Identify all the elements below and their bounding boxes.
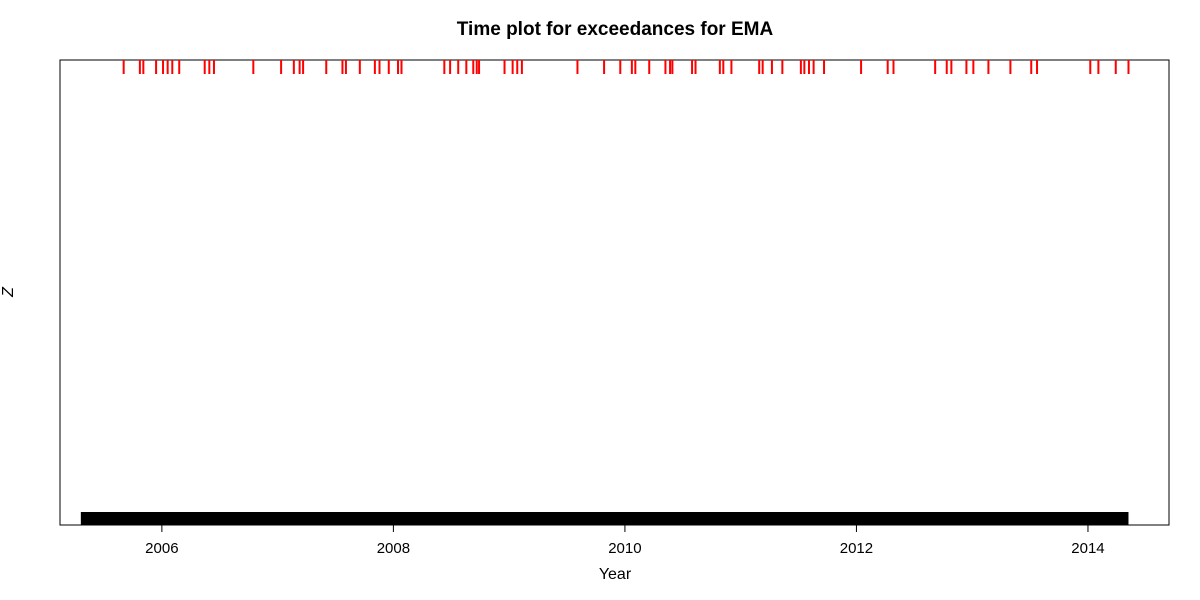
observation-band (80, 512, 1129, 525)
x-tick-label-2008: 2008 (377, 540, 410, 557)
chart-title: Time plot for exceedances for EMA (456, 19, 774, 40)
x-tick-label-2010: 2010 (608, 540, 641, 557)
plot-frame (59, 59, 1170, 526)
x-tick-label-2014: 2014 (1071, 540, 1104, 557)
x-axis: 2006 2008 2010 2012 2014 (145, 525, 1105, 557)
chart-marks (80, 60, 1130, 525)
x-axis-label: Year (598, 566, 632, 583)
x-tick-label-2012: 2012 (840, 540, 873, 557)
x-tick-label-2006: 2006 (145, 540, 178, 557)
